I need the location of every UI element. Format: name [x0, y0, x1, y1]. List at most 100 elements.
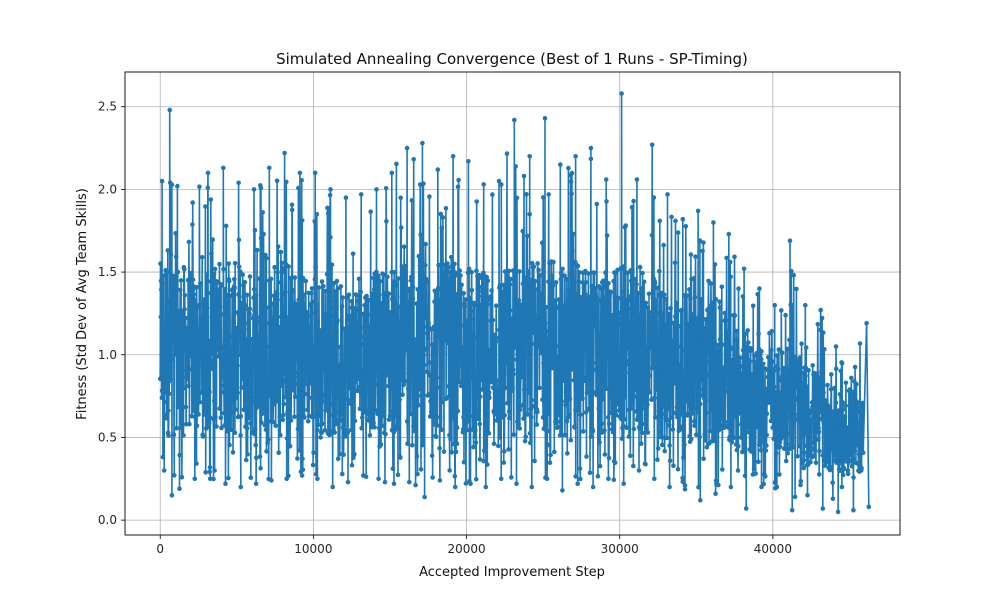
data-point: [585, 332, 591, 337]
data-point: [753, 413, 759, 418]
data-point: [437, 445, 442, 451]
data-point: [401, 382, 407, 388]
data-point: [363, 474, 369, 480]
data-point: [340, 471, 345, 477]
data-point: [456, 177, 461, 183]
data-point: [259, 315, 265, 321]
data-point: [540, 415, 546, 420]
data-point: [524, 285, 530, 291]
data-point: [205, 398, 210, 403]
data-point: [266, 393, 272, 399]
data-point: [778, 397, 783, 402]
data-point: [572, 425, 577, 430]
data-point: [544, 346, 550, 352]
data-point: [288, 418, 294, 423]
data-point: [356, 308, 361, 314]
data-point: [309, 286, 315, 291]
data-point: [844, 437, 849, 443]
data-point: [716, 482, 721, 488]
data-point: [648, 317, 654, 323]
data-point: [412, 337, 418, 342]
data-point: [799, 380, 805, 386]
data-point: [306, 354, 311, 359]
data-point: [514, 195, 520, 201]
data-point: [278, 249, 284, 255]
data-point: [559, 432, 564, 437]
data-point: [312, 218, 318, 224]
data-point: [668, 393, 674, 399]
data-point: [495, 391, 501, 397]
data-point: [356, 276, 362, 282]
data-point: [427, 360, 432, 365]
data-point: [509, 475, 514, 480]
data-point: [161, 468, 167, 473]
data-point: [447, 269, 453, 275]
data-point: [246, 395, 252, 401]
data-point: [721, 406, 726, 411]
data-point: [734, 397, 739, 403]
data-point: [421, 181, 426, 186]
data-point: [282, 327, 288, 332]
data-point: [307, 336, 313, 341]
data-point: [397, 369, 403, 375]
data-point: [396, 304, 402, 310]
data-point: [191, 385, 197, 391]
data-point: [463, 297, 468, 302]
data-point: [347, 385, 352, 391]
data-point: [737, 404, 742, 409]
data-point: [328, 187, 333, 192]
data-point: [805, 493, 810, 498]
data-point: [368, 385, 374, 391]
data-point: [253, 293, 259, 298]
data-point: [703, 410, 709, 416]
data-point: [849, 423, 854, 428]
data-point: [730, 346, 736, 352]
data-point: [724, 318, 729, 323]
data-point: [238, 300, 244, 306]
data-point: [370, 415, 375, 420]
data-point: [517, 407, 523, 413]
data-point: [617, 399, 623, 405]
data-point: [295, 346, 300, 352]
data-point: [641, 351, 647, 357]
data-point: [661, 292, 667, 298]
data-point: [292, 394, 298, 400]
data-point: [411, 157, 417, 162]
data-point: [310, 462, 316, 468]
data-point: [404, 419, 410, 424]
data-point: [493, 303, 499, 309]
data-point: [269, 301, 275, 307]
data-point: [549, 273, 555, 279]
data-point: [499, 357, 505, 362]
data-point: [256, 403, 262, 409]
data-point: [183, 421, 189, 427]
data-point: [537, 385, 542, 391]
data-point: [859, 465, 864, 471]
data-point: [212, 398, 217, 404]
data-point: [701, 456, 706, 462]
data-point: [550, 365, 555, 371]
data-point: [651, 338, 657, 343]
data-point: [185, 357, 190, 362]
data-point: [784, 441, 790, 447]
data-point: [755, 291, 760, 297]
data-point: [355, 327, 360, 333]
data-point: [358, 192, 364, 197]
data-point: [371, 318, 377, 323]
data-point: [562, 273, 567, 278]
data-point: [781, 365, 786, 371]
data-point: [420, 442, 426, 447]
data-point: [483, 377, 489, 383]
data-point: [816, 472, 822, 477]
data-point: [629, 406, 634, 411]
data-point: [192, 476, 198, 482]
data-point: [732, 313, 738, 318]
data-point: [644, 426, 649, 432]
data-point: [452, 261, 457, 267]
data-point: [472, 335, 477, 341]
data-point: [169, 317, 174, 323]
data-point: [439, 427, 444, 433]
data-point: [631, 463, 636, 469]
data-point: [621, 264, 626, 269]
data-point: [794, 286, 799, 292]
